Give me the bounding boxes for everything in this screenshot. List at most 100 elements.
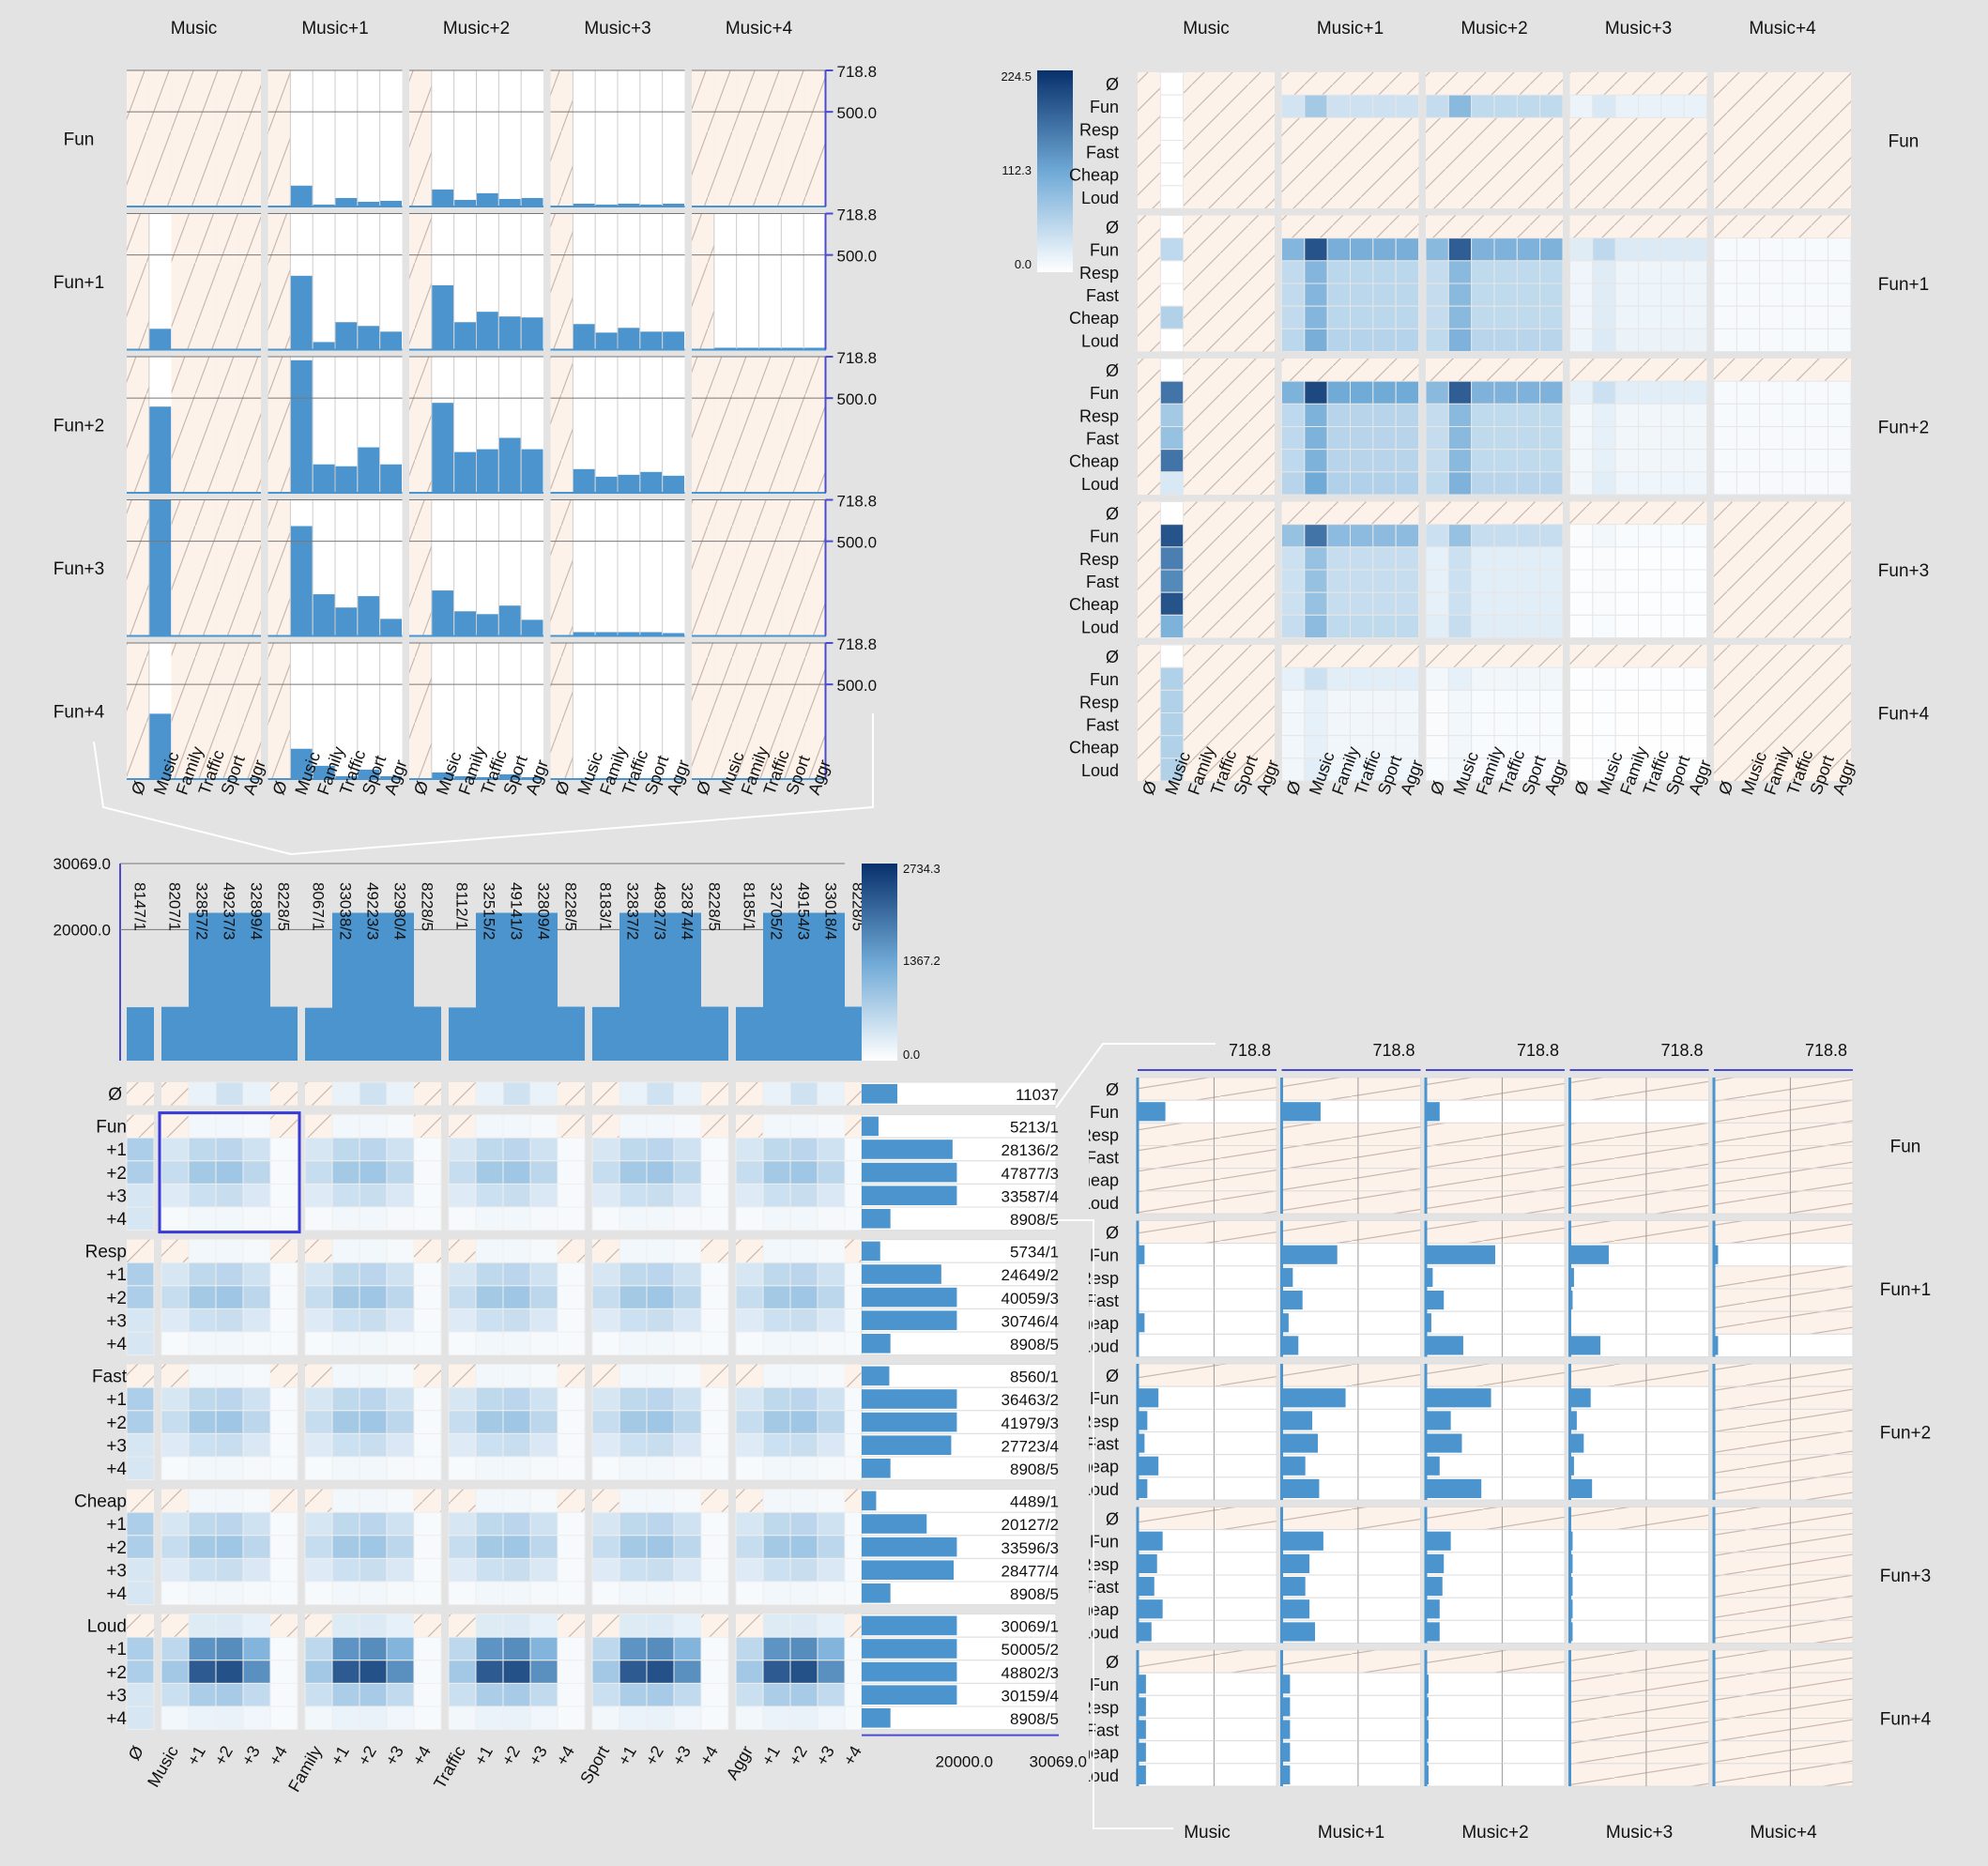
heatmap-cell [619, 1262, 648, 1287]
bar-track [1281, 1649, 1421, 1674]
heatmap-cell [1683, 283, 1708, 307]
bar [1281, 1388, 1346, 1408]
bar-track [1425, 1740, 1566, 1765]
empty-slot [127, 213, 149, 350]
heatmap-cell [1447, 94, 1473, 118]
bar-track [1713, 1385, 1854, 1410]
heatmap-cell [1425, 283, 1449, 307]
heatmap-cell [1516, 305, 1541, 329]
heatmap-cell [1350, 260, 1374, 284]
heatmap-cell [646, 1636, 675, 1661]
row-label: +2 [106, 1663, 127, 1683]
heatmap-cell [1592, 712, 1616, 737]
heatmap-cell [762, 1489, 791, 1513]
heatmap-cell [161, 1285, 190, 1309]
row-label: +4 [106, 1460, 127, 1479]
empty-cell [414, 1239, 441, 1263]
heatmap-cell [619, 1308, 648, 1333]
heatmap-cell [413, 1160, 442, 1185]
marginal-bar [862, 1514, 927, 1534]
bar-track [1713, 1190, 1854, 1215]
heatmap-cell [331, 1137, 360, 1162]
sub-row-label: Fun [1090, 1533, 1119, 1552]
empty-slot [781, 70, 804, 206]
heatmap-cell [242, 1285, 271, 1309]
heatmap-cell [1683, 666, 1708, 691]
heatmap-cell [700, 1535, 729, 1559]
heatmap-cell [1638, 614, 1662, 638]
heatmap-cell [1782, 449, 1806, 473]
heatmap-cell [1782, 471, 1806, 496]
heatmap-cell [1493, 546, 1518, 571]
slot-bg [736, 213, 759, 350]
heatmap-cell [1493, 666, 1518, 691]
heatmap-cell [269, 1535, 298, 1559]
heatmap-cell [646, 1682, 675, 1707]
heatmap-cell [188, 1636, 217, 1661]
heatmap-cell [448, 1660, 477, 1684]
heatmap-cell [331, 1262, 360, 1287]
heatmap-cell [1592, 426, 1616, 451]
heatmap-cell [646, 1432, 675, 1458]
heatmap-cell [1372, 403, 1397, 428]
bar [290, 275, 313, 350]
column-total-label: 32837/2 [624, 882, 642, 940]
heatmap-cell [1471, 449, 1495, 473]
heatmap-cell [1447, 591, 1473, 616]
heatmap-cell [304, 1262, 333, 1287]
empty-slot [692, 213, 714, 350]
heatmap-cell [817, 1183, 846, 1208]
heatmap-cell [161, 1636, 190, 1661]
row-label: +4 [106, 1210, 127, 1230]
column-total-label: 8185/1 [741, 882, 758, 931]
heatmap-cell [448, 1183, 477, 1208]
heatmap-cell [502, 1557, 531, 1583]
sub-row-label: Resp [1089, 1698, 1119, 1717]
bar [618, 474, 640, 493]
bar-track [1281, 1507, 1421, 1531]
heatmap-cell [1159, 546, 1185, 571]
column-total-label: 48927/3 [651, 882, 669, 940]
sub-row-label: Cheap [1069, 739, 1119, 757]
marginal-bar [862, 1639, 957, 1659]
heatmap-cell [1782, 380, 1806, 405]
heatmap-cell [1281, 237, 1306, 262]
bar [313, 204, 335, 206]
column-total-label: 8228/5 [275, 882, 293, 931]
empty-slot [193, 499, 217, 636]
heatmap-cell [215, 1660, 244, 1684]
heatmap-cell [1638, 524, 1662, 548]
axis-label: 20000.0 [54, 921, 111, 939]
heatmap-cell [1395, 735, 1419, 759]
heatmap-cell [502, 1410, 531, 1434]
heatmap-cell [331, 1386, 360, 1412]
heatmap-cell [557, 1511, 586, 1537]
heatmap-cell [673, 1636, 702, 1661]
marginal-bar [414, 1006, 441, 1061]
heatmap-cell [1471, 614, 1495, 638]
heatmap-cell [188, 1386, 217, 1412]
axis-label: 718.8 [1517, 1041, 1559, 1060]
column-header: Music+3 [1605, 19, 1672, 38]
heatmap-cell [269, 1386, 298, 1412]
marginal-bar [332, 912, 359, 1061]
heatmap-cell [1372, 591, 1397, 616]
heatmap-cell [619, 1137, 648, 1162]
column-header: Music [171, 19, 218, 38]
row-header: Fun+4 [1878, 705, 1930, 725]
empty-cell [701, 1114, 728, 1139]
heatmap-cell [1660, 260, 1685, 284]
row-header: Fun+2 [54, 417, 104, 436]
heatmap-cell [448, 1331, 477, 1356]
heatmap-cell [1569, 380, 1594, 405]
heatmap-cell [1326, 666, 1351, 691]
heatmap-cell [188, 1160, 217, 1185]
x-tick-label: +2 [785, 1743, 811, 1769]
heatmap-cell [1638, 569, 1662, 593]
axis-label: 20000.0 [936, 1753, 993, 1771]
heatmap-cell [817, 1705, 846, 1731]
heatmap-cell [188, 1331, 217, 1356]
marginal-bar [736, 1006, 763, 1061]
heatmap-cell [331, 1636, 360, 1661]
heatmap-cell [619, 1614, 648, 1638]
